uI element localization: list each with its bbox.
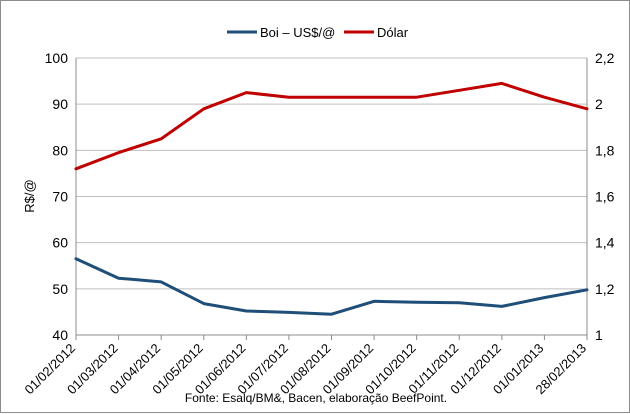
left-axis-ticks: 40 50 60 70 80 90 100 [45, 50, 69, 343]
legend: Boi – US$/@ Dólar [227, 25, 409, 40]
right-tick-label: 1,8 [595, 142, 615, 158]
x-axis-ticks: 01/02/201201/03/201201/04/201201/05/2012… [21, 341, 589, 398]
legend-label-boi: Boi – US$/@ [260, 25, 335, 40]
right-tick-label: 1,6 [595, 189, 615, 205]
left-tick-label: 60 [52, 235, 68, 251]
right-tick-label: 1,4 [595, 235, 615, 251]
y-axis-label: R$/@ [22, 179, 37, 212]
right-tick-label: 2 [595, 96, 603, 112]
left-tick-label: 50 [52, 281, 68, 297]
series-line-boi [74, 257, 589, 316]
left-tick-label: 80 [52, 142, 68, 158]
axes [75, 58, 588, 340]
legend-label-dolar: Dólar [377, 25, 409, 40]
right-tick-label: 1,2 [595, 281, 615, 297]
left-tick-label: 70 [52, 189, 68, 205]
source-note: Fonte: Esalq/BM&, Bacen, elaboração Beef… [185, 391, 447, 405]
right-axis-ticks: 1 1,2 1,4 1,6 1,8 2 2,2 [595, 50, 615, 343]
right-tick-label: 2,2 [595, 50, 615, 66]
gridlines [76, 57, 587, 336]
series-lines [74, 81, 589, 316]
series-line-dolar [74, 81, 589, 171]
left-tick-label: 100 [45, 50, 69, 66]
right-tick-label: 1 [595, 327, 603, 343]
left-tick-label: 90 [52, 96, 68, 112]
left-tick-label: 40 [52, 327, 68, 343]
